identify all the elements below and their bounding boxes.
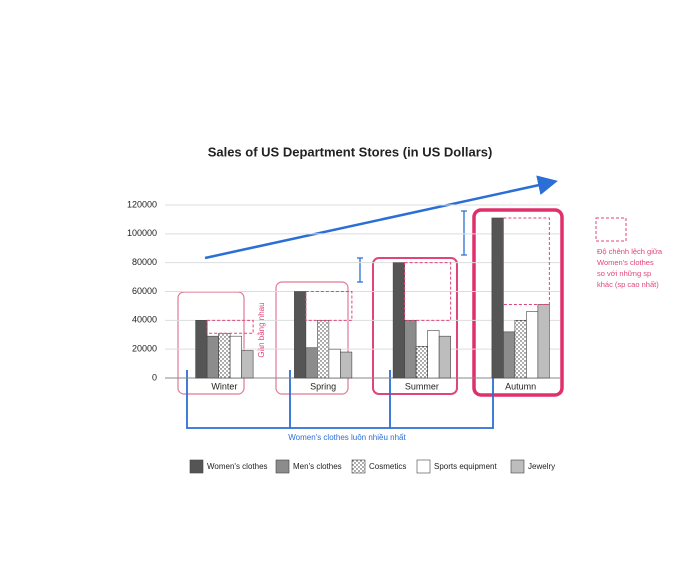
annotation: khác (sp cao nhất) [597,280,659,289]
chart-title: Sales of US Department Stores (in US Dol… [208,144,493,159]
bar [415,345,428,379]
y-tick-label: 60000 [132,286,157,296]
y-tick-label: 0 [152,372,157,382]
legend-dashed [595,217,627,242]
bar [328,348,341,379]
legend-swatch [189,459,204,474]
highlight-box [275,281,349,395]
annotation: so với những sp [597,269,651,278]
x-tick-label: Winter [211,381,237,391]
gap-box [502,217,550,305]
bar [206,335,219,379]
gap-box [206,319,254,334]
legend-label: Women's clothes [207,462,268,471]
bar [503,331,516,379]
annotation: Women's clothes [597,258,654,267]
y-tick-label: 80000 [132,257,157,267]
bar [195,320,208,379]
bracket [461,210,467,256]
highlight-box [372,257,458,395]
bar [438,335,451,379]
x-tick-label: Summer [405,381,439,391]
bracket [357,257,363,283]
bracket [186,370,494,429]
y-tick-label: 100000 [127,228,157,238]
y-tick-label: 120000 [127,199,157,209]
bar [491,217,504,379]
highlight-box [472,208,564,397]
legend-swatch [275,459,290,474]
annotation: Độ chênh lệch giữa [597,247,663,256]
bar [392,262,405,379]
bar [537,304,550,379]
bar [294,291,307,379]
legend-swatch [416,459,431,474]
legend-swatch [510,459,525,474]
legend-label: Cosmetics [369,462,406,471]
bar [218,333,231,379]
bar [514,320,527,379]
bar [229,335,242,379]
x-tick-label: Spring [310,381,336,391]
bar [526,311,539,379]
trend-arrow [204,175,558,260]
bar [340,351,353,379]
legend-swatch [351,459,366,474]
legend-label: Jewelry [528,462,555,471]
gap-box [305,291,353,321]
bar [427,330,440,379]
bar [241,350,254,379]
legend-label: Men's clothes [293,462,342,471]
y-tick-label: 40000 [132,315,157,325]
legend-label: Sports equipment [434,462,497,471]
annotation: Women's clothes luôn nhiều nhất [288,433,406,442]
bar [317,320,330,379]
bar [305,347,318,379]
y-tick-label: 20000 [132,344,157,354]
annotation: Gần bằng nhau [257,302,266,357]
x-tick-label: Autumn [505,381,536,391]
bar [404,320,417,379]
gap-box [404,262,452,321]
